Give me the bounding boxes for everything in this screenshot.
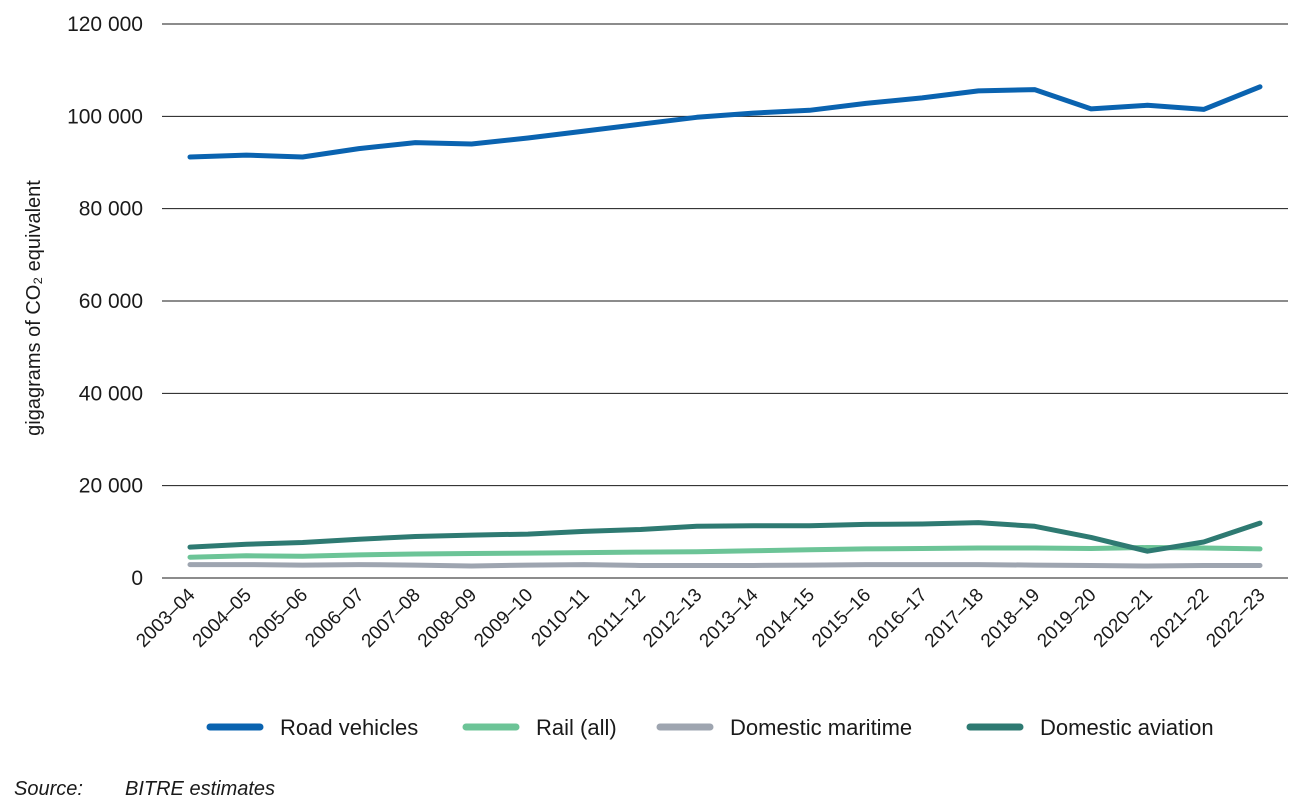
series-line-rail-all — [187, 545, 1263, 560]
legend-label: Road vehicles — [280, 715, 418, 740]
series-line-domestic-aviation — [187, 520, 1263, 554]
x-tick-label: 2021–22 — [1146, 585, 1213, 652]
y-axis-label: gigagrams of CO₂ equivalent — [23, 180, 45, 436]
y-tick-label: 100 000 — [67, 105, 143, 128]
legend: Road vehicles Rail (all) Domestic maritime… — [206, 715, 1214, 740]
y-tick-label: 120 000 — [67, 13, 143, 36]
x-tick-label: 2007–08 — [358, 585, 425, 652]
x-tick-label: 2017–18 — [921, 585, 988, 652]
x-tick-label: 2015–16 — [808, 585, 875, 652]
source-text: BITRE estimates — [125, 778, 276, 800]
y-tick-label: 0 — [131, 567, 143, 590]
x-tick-label: 2005–06 — [245, 585, 312, 652]
x-tick-label: 2016–17 — [864, 585, 931, 652]
y-tick-label: 20 000 — [79, 475, 143, 498]
series-lines — [187, 84, 1263, 569]
x-tick-label: 2022–23 — [1202, 585, 1269, 652]
y-axis-ticks: 0 20 000 40 000 60 000 80 000 100 000 120 000 — [67, 13, 143, 590]
x-tick-label: 2019–20 — [1033, 585, 1100, 652]
series-line-domestic-maritime — [187, 562, 1263, 569]
x-tick-label: 2004–05 — [189, 585, 256, 652]
y-tick-label: 80 000 — [79, 198, 143, 221]
x-tick-label: 2018–19 — [977, 585, 1044, 652]
x-tick-label: 2003–04 — [132, 584, 199, 651]
x-tick-label: 2014–15 — [752, 585, 819, 652]
y-tick-label: 60 000 — [79, 290, 143, 313]
legend-label: Rail (all) — [536, 715, 617, 740]
y-tick-label: 40 000 — [79, 382, 143, 405]
x-tick-label: 2020–21 — [1090, 585, 1157, 652]
legend-label: Domestic maritime — [730, 715, 912, 740]
x-axis-ticks: 2003–042004–052005–062006–072007–082008–… — [132, 584, 1269, 651]
x-tick-label: 2011–12 — [584, 585, 650, 651]
series-line-road-vehicles — [187, 84, 1263, 160]
x-tick-label: 2013–14 — [696, 584, 763, 651]
x-tick-label: 2012–13 — [639, 585, 706, 652]
legend-label: Domestic aviation — [1040, 715, 1214, 740]
x-tick-label: 2008–09 — [414, 585, 481, 652]
source-note: Source: BITRE estimates — [14, 778, 275, 801]
x-tick-label: 2006–07 — [301, 585, 368, 652]
source-label: Source: — [14, 778, 83, 800]
x-tick-label: 2010–11 — [528, 585, 594, 651]
x-tick-label: 2009–10 — [470, 585, 537, 652]
